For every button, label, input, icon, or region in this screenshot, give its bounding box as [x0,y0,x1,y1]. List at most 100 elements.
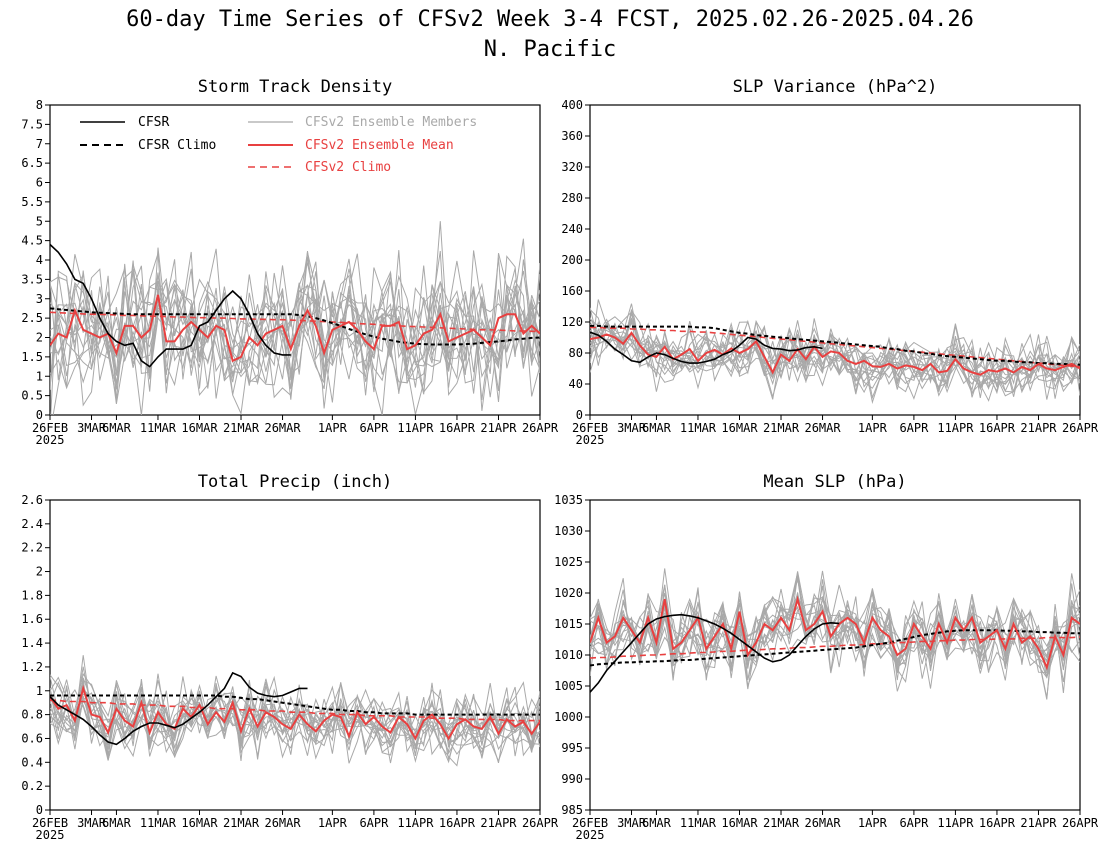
x-tick-label: 16MAR [181,421,218,435]
x-tick-label: 6APR [899,421,929,435]
x-tick-label: 1APR [858,421,888,435]
x-tick-label: 6MAR [642,421,672,435]
x-tick-label: 26MAR [264,816,301,830]
cfsr-line [590,331,823,364]
y-tick-label: 985 [561,803,583,817]
x-tick-label: 16MAR [721,816,758,830]
ensemble-mean-line [50,294,540,363]
x-tick-label: 26FEB [32,421,68,435]
x-year-label: 2025 [36,828,65,842]
y-tick-label: 160 [561,284,583,298]
y-tick-label: 0.6 [21,731,43,745]
x-tick-label: 3MAR [617,816,647,830]
y-tick-label: 7.5 [21,117,43,131]
x-tick-label: 11APR [397,816,434,830]
x-tick-label: 21MAR [763,816,800,830]
ensemble-member-line [50,251,540,409]
x-tick-label: 16MAR [721,421,758,435]
panel-slp-variance: SLP Variance (hPa^2) 0 40 80 120 160 200 240 280… [561,77,1099,447]
y-tick-label: 400 [561,98,583,112]
x-tick-label: 6APR [359,421,389,435]
x-tick-label: 26MAR [804,816,841,830]
chart-panels: Storm Track Density 0 0.5 1 1.5 2 2.5 3 3.5 4 4.5 5… [21,77,1099,842]
y-tick-label: 8 [36,98,43,112]
x-tick-label: 6MAR [642,816,672,830]
x-tick-label: 16APR [439,421,476,435]
legend-members-label: CFSv2 Ensemble Members [305,115,477,130]
y-tick-label: 1.6 [21,612,43,626]
y-tick-label: 4 [36,253,43,267]
ensemble-member-line [50,678,540,764]
x-tick-label: 26APR [522,816,559,830]
panel-total-precip: Total Precip (inch) 0 0.2 0.4 0.6 0.8 1 1.2 1.4 1… [21,472,559,842]
x-tick-label: 1APR [318,421,348,435]
y-tick-label: 2.5 [21,311,43,325]
ensemble-mean-line [590,595,1080,671]
x-tick-label: 6APR [359,816,389,830]
y-tick-label: 0 [576,408,583,422]
x-tick-label: 6MAR [102,421,132,435]
x-tick-label: 26MAR [804,421,841,435]
y-tick-label: 1025 [554,555,583,569]
ensemble-member-line [50,682,540,760]
x-tick-label: 11APR [937,421,974,435]
y-tick-label: 1010 [554,648,583,662]
x-tick-label: 26APR [522,421,559,435]
plot-frame [49,499,541,811]
y-tick-label: 1.4 [21,636,43,650]
y-tick-label: 7 [36,137,43,151]
y-tick-label: 1 [36,684,43,698]
x-tick-label: 26FEB [572,816,608,830]
plot-area [50,221,540,415]
y-tick-label: 200 [561,253,583,267]
x-tick-label: 1APR [318,816,348,830]
x-tick-label: 11MAR [140,421,177,435]
cfsr-line [590,613,840,693]
y-tick-label: 4.5 [21,234,43,248]
ensemble-member-line [50,676,540,760]
x-tick-label: 3MAR [77,816,107,830]
y-tick-label: 0.4 [21,755,43,769]
y-tick-label: 1.8 [21,588,43,602]
legend-cfsr-climo-label: CFSR Climo [138,138,216,153]
panel-mean-slp: Mean SLP (hPa) 985 990 995 1000 1005 1010 1015 1… [554,472,1099,842]
x-tick-label: 11APR [937,816,974,830]
cfsr-climo-line [50,307,540,346]
ensemble-member-line [50,255,540,415]
cfsr-line [50,243,291,368]
y-tick-label: 2.6 [21,493,43,507]
y-tick-label: 5 [36,214,43,228]
y-tick-label: 0.8 [21,708,43,722]
ensemble-member-line [50,250,540,397]
cfsr-line [50,671,308,746]
x-tick-label: 1APR [858,816,888,830]
y-tick-label: 1020 [554,586,583,600]
y-tick-label: 360 [561,129,583,143]
y-tick-label: 3 [36,292,43,306]
y-tick-label: 1015 [554,617,583,631]
ensemble-member-line [590,589,1080,682]
y-tick-label: 1.2 [21,660,43,674]
ensemble-member-line [50,259,540,415]
y-tick-label: 1000 [554,710,583,724]
x-tick-label: 11APR [397,421,434,435]
y-tick-label: 280 [561,191,583,205]
y-tick-label: 6 [36,176,43,190]
ensemble-mean-line [50,684,540,741]
y-tick-label: 6.5 [21,156,43,170]
x-tick-label: 21APR [1020,421,1057,435]
y-tick-label: 80 [569,346,583,360]
cfsv2-climo-line [590,326,1080,368]
x-tick-label: 26MAR [264,421,301,435]
panel-title: Storm Track Density [198,77,392,97]
y-tick-label: 0 [36,803,43,817]
x-tick-label: 21APR [480,421,517,435]
x-tick-label: 16APR [979,421,1016,435]
figure-title: 60-day Time Series of CFSv2 Week 3-4 FCS… [126,7,974,32]
y-tick-label: 0.5 [21,389,43,403]
ensemble-member-line [590,599,1080,681]
x-tick-label: 21APR [480,816,517,830]
cfsv2-climo-line [50,311,540,333]
x-tick-label: 11MAR [140,816,177,830]
